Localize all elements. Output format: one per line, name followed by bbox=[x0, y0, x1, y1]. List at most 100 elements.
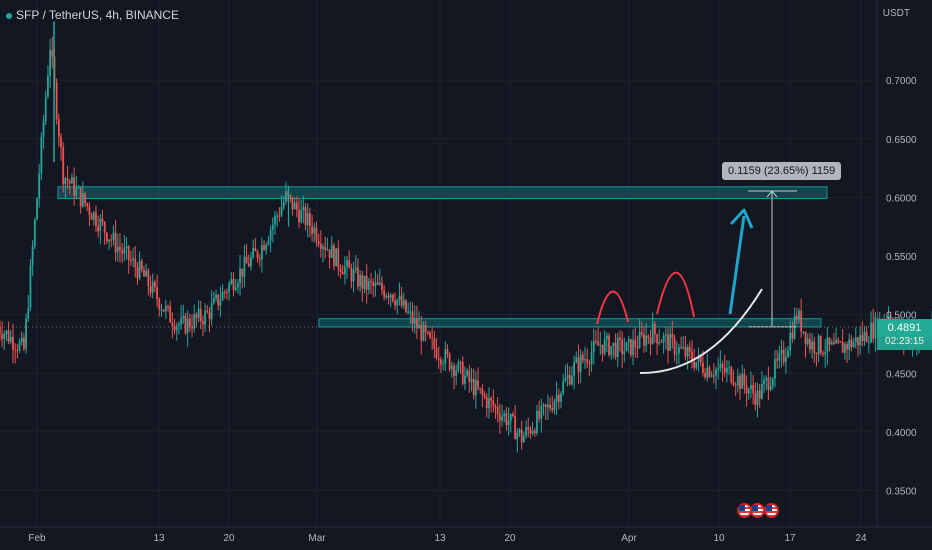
candle bbox=[560, 391, 562, 409]
candle bbox=[335, 248, 338, 267]
up-arrow-head bbox=[729, 208, 754, 229]
candle bbox=[754, 382, 757, 411]
candle bbox=[756, 382, 759, 418]
candle bbox=[132, 247, 134, 268]
candle bbox=[359, 270, 362, 292]
support-zone[interactable] bbox=[318, 318, 822, 328]
price-tick-label: 0.7000 bbox=[886, 76, 917, 87]
candle bbox=[595, 329, 597, 345]
candle bbox=[468, 364, 471, 394]
candle bbox=[221, 284, 224, 302]
candle bbox=[704, 367, 706, 380]
candle bbox=[210, 290, 213, 326]
candle bbox=[643, 326, 645, 354]
candle bbox=[492, 389, 495, 413]
candle bbox=[280, 194, 283, 218]
candle bbox=[197, 300, 200, 323]
candle bbox=[464, 366, 466, 390]
candle bbox=[269, 225, 272, 253]
candle bbox=[31, 240, 34, 277]
price-tick-label: 0.4000 bbox=[886, 428, 917, 439]
candle bbox=[309, 207, 311, 238]
candle bbox=[73, 167, 76, 206]
up-arrow[interactable] bbox=[728, 215, 746, 315]
bar-countdown-badge: 02:23:15 bbox=[877, 334, 932, 350]
candle bbox=[669, 327, 672, 352]
head-arc-right[interactable] bbox=[656, 271, 695, 318]
head-arc-left[interactable] bbox=[596, 290, 629, 325]
candle bbox=[466, 368, 469, 379]
candle bbox=[446, 344, 449, 359]
candle bbox=[608, 332, 610, 358]
time-tick-label: Apr bbox=[621, 533, 637, 544]
candle bbox=[699, 355, 702, 367]
candle bbox=[813, 336, 816, 364]
candle bbox=[787, 345, 789, 358]
candle bbox=[747, 387, 750, 401]
candle bbox=[726, 360, 728, 383]
candle bbox=[719, 350, 722, 372]
candle bbox=[782, 340, 785, 366]
candle bbox=[400, 286, 403, 308]
time-axis[interactable]: Feb 13 20 Mar 13 20 Apr 10 17 24 bbox=[28, 533, 867, 544]
candle bbox=[800, 298, 803, 338]
candle bbox=[743, 368, 746, 394]
time-tick-label: Mar bbox=[308, 533, 326, 544]
candle bbox=[86, 202, 89, 212]
candle bbox=[424, 321, 427, 342]
candle bbox=[105, 231, 108, 244]
candle bbox=[865, 325, 868, 343]
candle bbox=[850, 334, 853, 352]
candle bbox=[245, 243, 248, 264]
candle bbox=[202, 315, 204, 337]
candle bbox=[374, 270, 377, 297]
candle bbox=[640, 321, 643, 338]
candle bbox=[16, 344, 19, 359]
candle bbox=[9, 329, 12, 345]
candle bbox=[195, 312, 198, 328]
candle bbox=[95, 205, 97, 232]
candle bbox=[315, 221, 318, 247]
candle bbox=[99, 213, 102, 245]
time-tick-label: 10 bbox=[713, 533, 725, 544]
events-flags[interactable] bbox=[737, 503, 779, 523]
candle bbox=[573, 355, 575, 390]
candle bbox=[114, 220, 117, 262]
candle bbox=[88, 202, 91, 226]
candle bbox=[57, 113, 60, 147]
candle bbox=[867, 336, 870, 354]
candle bbox=[435, 338, 438, 361]
candle bbox=[682, 336, 685, 350]
price-axis[interactable]: 0.3500 0.4000 0.4500 0.5000 0.5500 0.6000 0.65… bbox=[886, 76, 917, 497]
candle bbox=[798, 308, 800, 324]
candle bbox=[162, 309, 165, 313]
candle bbox=[459, 360, 462, 374]
candle bbox=[527, 417, 530, 438]
candle bbox=[81, 181, 84, 209]
candle bbox=[627, 335, 630, 354]
resistance-zone[interactable] bbox=[57, 186, 828, 200]
candle bbox=[826, 327, 829, 365]
candle bbox=[562, 373, 565, 396]
candle bbox=[837, 337, 840, 345]
candle bbox=[322, 243, 324, 263]
symbol-header[interactable]: SFP / TetherUS, 4h, BINANCE bbox=[6, 8, 179, 22]
candle bbox=[553, 398, 556, 415]
candle bbox=[444, 341, 447, 371]
candle bbox=[407, 302, 410, 315]
candle bbox=[66, 165, 69, 189]
candle bbox=[239, 255, 241, 296]
candle bbox=[584, 346, 586, 369]
us-flag-icon[interactable] bbox=[763, 503, 779, 518]
candle bbox=[706, 353, 709, 382]
candle bbox=[841, 329, 844, 353]
measure-label[interactable]: 0.1159 (23.65%) 1159 bbox=[722, 162, 842, 180]
candle bbox=[660, 339, 663, 344]
candle bbox=[385, 293, 388, 300]
candle bbox=[488, 387, 490, 419]
candle bbox=[448, 352, 451, 372]
cup-curve[interactable] bbox=[639, 288, 763, 375]
candle bbox=[431, 326, 434, 350]
